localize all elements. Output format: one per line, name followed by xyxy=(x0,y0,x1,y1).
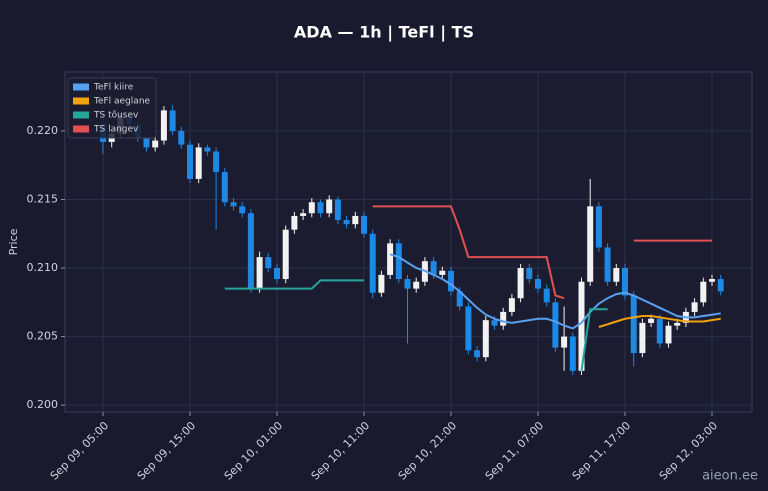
candle-body xyxy=(169,110,176,131)
y-tick-label: 0.205 xyxy=(27,330,59,343)
candle-body xyxy=(378,274,385,293)
candle-body xyxy=(639,322,646,354)
candle-body xyxy=(604,247,611,282)
legend-label: TS langev xyxy=(93,125,139,135)
candle-body xyxy=(717,279,724,292)
candle-body xyxy=(334,199,341,221)
y-tick-label: 0.210 xyxy=(27,261,59,274)
candle-body xyxy=(587,206,594,282)
candle-body xyxy=(648,318,655,323)
line-series xyxy=(372,205,712,300)
candle-body xyxy=(439,270,446,275)
candle-body xyxy=(213,151,220,173)
candle-body xyxy=(691,302,698,312)
candle-body xyxy=(300,213,307,216)
candle-body xyxy=(160,110,167,141)
candle-body xyxy=(543,288,550,303)
candle-body xyxy=(317,202,324,214)
candle-body xyxy=(630,295,637,354)
candle-body xyxy=(369,233,376,293)
candle-body xyxy=(308,202,315,214)
candle-body xyxy=(474,350,481,358)
candle-body xyxy=(413,281,420,289)
candle-body xyxy=(552,302,559,348)
candle-body xyxy=(247,213,254,289)
legend-label: TeFl kiire xyxy=(93,83,134,93)
candle-body xyxy=(178,130,185,145)
legend-swatch xyxy=(73,83,89,91)
candle-body xyxy=(674,322,681,326)
candle-body xyxy=(274,268,280,280)
candle-body xyxy=(569,336,576,371)
candle-body xyxy=(448,270,454,292)
candle-body xyxy=(622,268,628,296)
candle-body xyxy=(491,320,498,326)
candle-body xyxy=(656,318,663,344)
candle-body xyxy=(430,261,437,275)
candle-body xyxy=(535,279,541,289)
candle-body xyxy=(665,325,672,344)
candle-body xyxy=(291,215,298,230)
legend-label: TS tõusev xyxy=(93,111,139,121)
legend-swatch xyxy=(73,125,89,133)
y-tick-label: 0.215 xyxy=(27,193,59,206)
line-series xyxy=(389,253,721,330)
chart-title: ADA — 1h | TeFl | TS xyxy=(294,23,474,43)
legend-label: TeFl aeglane xyxy=(93,97,151,107)
candle-body xyxy=(343,220,350,225)
candle-body xyxy=(204,147,211,152)
y-tick-label: 0.220 xyxy=(27,124,59,137)
candle-body xyxy=(195,147,202,179)
candle-body xyxy=(239,206,246,214)
candle-body xyxy=(395,243,402,280)
candle-body xyxy=(456,291,463,307)
candle-body xyxy=(709,279,715,282)
candle-body xyxy=(352,215,359,225)
candle-body xyxy=(700,281,707,303)
line-series xyxy=(598,315,721,328)
legend-box xyxy=(67,77,157,139)
candle-body xyxy=(387,243,394,275)
line-series xyxy=(224,279,608,372)
legend-swatch xyxy=(73,97,89,105)
candle-body xyxy=(613,268,620,282)
plot-area xyxy=(64,71,753,413)
candle-body xyxy=(465,306,472,351)
candle-body xyxy=(256,257,263,289)
candle-body xyxy=(482,320,489,358)
candle-body xyxy=(143,137,150,148)
candle-body xyxy=(265,257,272,269)
candle-body xyxy=(230,202,237,207)
candle-body xyxy=(500,311,507,326)
candle-body xyxy=(282,229,289,280)
candle-body xyxy=(578,281,585,371)
candle-body xyxy=(152,140,159,148)
candle-body xyxy=(187,144,193,179)
y-axis-label: Price xyxy=(7,228,20,255)
y-tick-label: 0.200 xyxy=(27,398,59,411)
legend-swatch xyxy=(73,111,89,119)
candle-body xyxy=(361,215,367,234)
candle-body xyxy=(517,268,524,299)
candle-body xyxy=(526,268,533,280)
candle-body xyxy=(404,279,411,289)
candle-body xyxy=(561,336,568,348)
candle-body xyxy=(508,298,515,312)
candle-body xyxy=(326,199,333,214)
watermark: aieon.ee xyxy=(702,469,758,484)
candle-body xyxy=(595,206,602,248)
candle-body xyxy=(221,172,228,203)
